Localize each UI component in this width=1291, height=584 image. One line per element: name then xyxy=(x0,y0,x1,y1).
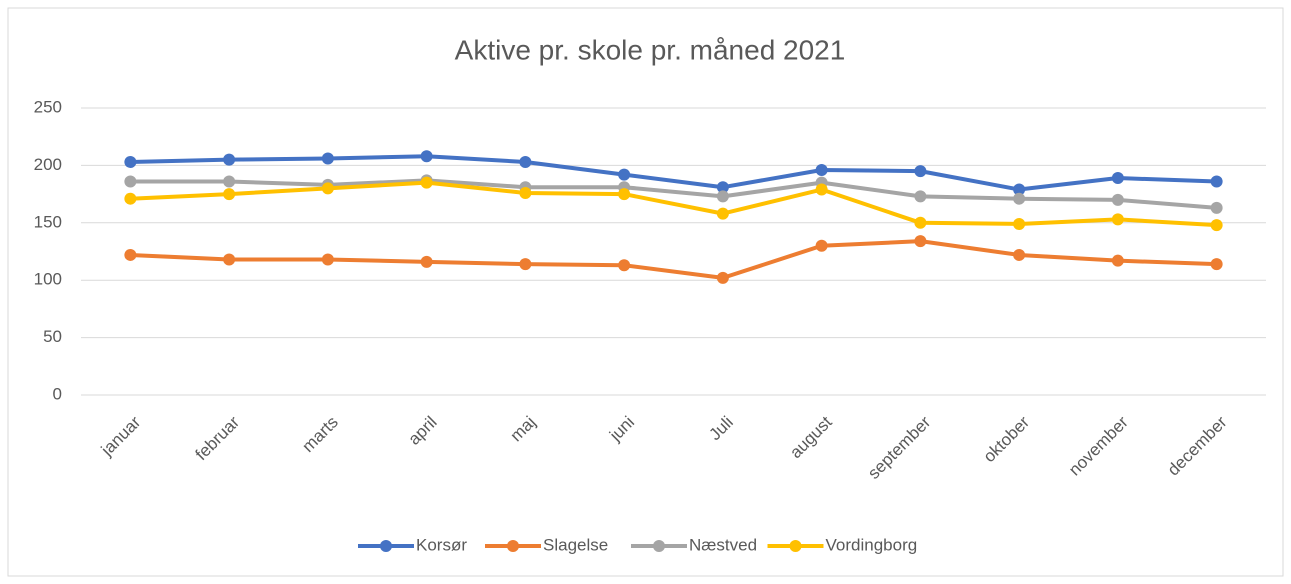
chart-frame xyxy=(7,7,1284,577)
point xyxy=(914,190,927,203)
point xyxy=(618,168,631,181)
point xyxy=(223,253,236,266)
point xyxy=(716,190,729,203)
point xyxy=(519,155,532,168)
legend-marker xyxy=(653,540,665,552)
point xyxy=(815,183,828,196)
point xyxy=(914,165,927,178)
legend-label: Næstved xyxy=(689,535,757,554)
point xyxy=(223,153,236,166)
point xyxy=(1210,201,1223,214)
legend-label: Vordingborg xyxy=(826,535,918,554)
legend-marker xyxy=(507,540,519,552)
point xyxy=(223,175,236,188)
point xyxy=(716,271,729,284)
point xyxy=(1013,248,1026,261)
point xyxy=(519,186,532,199)
point xyxy=(1013,192,1026,205)
point xyxy=(124,175,137,188)
point xyxy=(618,188,631,201)
point xyxy=(716,181,729,194)
point xyxy=(914,235,927,248)
point xyxy=(1013,183,1026,196)
point xyxy=(815,239,828,252)
legend-marker xyxy=(789,540,802,552)
series-line xyxy=(130,239,1217,280)
point xyxy=(1111,193,1124,206)
point xyxy=(321,182,334,195)
point xyxy=(1111,213,1124,226)
point xyxy=(1111,172,1124,185)
y-tick-label: 100 xyxy=(34,270,62,289)
series-line xyxy=(130,154,1217,192)
legend-label: Slagelse xyxy=(543,535,608,554)
point xyxy=(914,216,927,229)
legend-marker xyxy=(380,540,392,552)
point xyxy=(618,259,631,272)
y-tick-label: 0 xyxy=(53,384,62,403)
point xyxy=(124,248,137,261)
point xyxy=(1210,258,1223,271)
series-line xyxy=(130,178,1217,210)
point xyxy=(124,155,137,168)
point xyxy=(223,188,236,201)
point xyxy=(321,152,334,165)
chart-title: Aktive pr. skole pr. måned 2021 xyxy=(455,34,846,65)
point xyxy=(420,150,433,163)
point xyxy=(420,176,433,189)
point xyxy=(716,207,729,220)
series-line xyxy=(130,180,1217,228)
point xyxy=(1111,254,1124,267)
point xyxy=(815,163,828,176)
point xyxy=(1210,219,1223,232)
point xyxy=(1013,217,1026,230)
point xyxy=(519,258,532,271)
point xyxy=(124,192,137,205)
point xyxy=(321,253,334,266)
point xyxy=(1210,175,1223,188)
y-tick-label: 150 xyxy=(34,212,62,231)
point xyxy=(420,255,433,268)
y-tick-label: 50 xyxy=(43,327,62,346)
y-tick-label: 200 xyxy=(34,155,62,174)
legend-label: Korsør xyxy=(416,535,467,554)
y-tick-label: 250 xyxy=(34,97,62,116)
